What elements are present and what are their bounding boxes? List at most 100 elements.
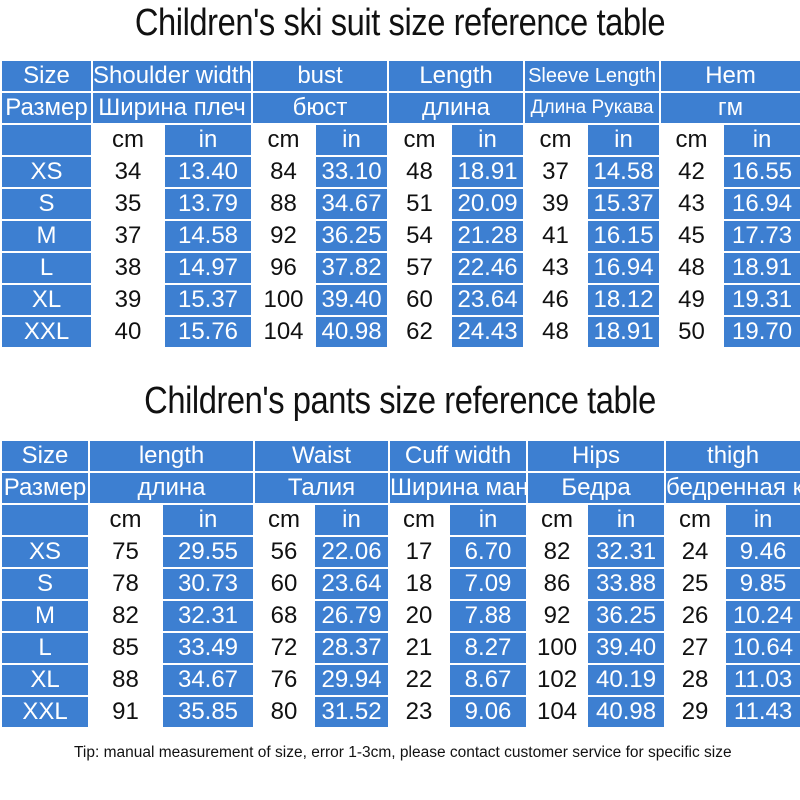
cell-in-value: 21.28 xyxy=(450,219,526,253)
cell-cm-value: 24 xyxy=(664,535,727,569)
cell-cm-value: 43 xyxy=(523,251,589,285)
cell-cm-value: 96 xyxy=(251,251,317,285)
unit-in: in xyxy=(722,123,800,157)
cell-in-value: 39.40 xyxy=(586,631,667,665)
cell-cm-value: 18 xyxy=(388,567,451,601)
cell-in-value: 40.98 xyxy=(586,695,667,729)
table-row: XL 39 15.37 100 39.40 60 23.64 46 18.12 49 19.31 xyxy=(0,283,800,317)
cell-in-value: 37.82 xyxy=(314,251,390,285)
header-hem: Hem xyxy=(659,59,800,93)
table-row: S 35 13.79 88 34.67 51 20.09 39 15.37 43 16.94 xyxy=(0,187,800,221)
size-label: XL xyxy=(0,663,90,697)
cell-in-value: 16.94 xyxy=(722,187,800,221)
ski-suit-size-table: Size Shoulder width bust Length Sleeve L… xyxy=(0,59,800,349)
cell-in-value: 29.94 xyxy=(313,663,391,697)
table-row: XS 75 29.55 56 22.06 17 6.70 82 32.31 24 9.46 xyxy=(0,535,800,569)
cell-in-value: 7.88 xyxy=(448,599,529,633)
cell-cm-value: 45 xyxy=(659,219,725,253)
size-label: XXL xyxy=(0,695,90,729)
cell-in-value: 33.10 xyxy=(314,155,390,189)
header-length: length xyxy=(87,439,256,473)
cell-in-value: 9.85 xyxy=(724,567,800,601)
unit-cm: cm xyxy=(664,503,727,537)
cell-in-value: 14.97 xyxy=(162,251,254,285)
cell-in-value: 24.43 xyxy=(450,315,526,349)
table-row: L 85 33.49 72 28.37 21 8.27 100 39.40 27 10.64 xyxy=(0,631,800,665)
table-row: M 82 32.31 68 26.79 20 7.88 92 36.25 26 10.24 xyxy=(0,599,800,633)
cell-cm-value: 60 xyxy=(253,567,316,601)
cell-in-value: 34.67 xyxy=(314,187,390,221)
cell-in-value: 14.58 xyxy=(162,219,254,253)
cell-in-value: 23.64 xyxy=(450,283,526,317)
cell-in-value: 19.70 xyxy=(722,315,800,349)
header-sleeve-length-ru: Длина Рукава xyxy=(523,91,662,125)
size-label: L xyxy=(0,251,93,285)
size-label: S xyxy=(0,187,93,221)
cell-in-value: 18.91 xyxy=(450,155,526,189)
header-size-ru: Размер xyxy=(0,471,90,505)
header-hips-ru: Бедра xyxy=(526,471,667,505)
cell-in-value: 36.25 xyxy=(586,599,667,633)
header-row-russian: Размер Ширина плеч бюст длина Длина Рука… xyxy=(0,91,800,125)
cell-cm-value: 37 xyxy=(91,219,165,253)
cell-cm-value: 60 xyxy=(387,283,453,317)
header-size: Size xyxy=(0,59,93,93)
cell-in-value: 15.37 xyxy=(162,283,254,317)
cell-cm-value: 85 xyxy=(88,631,163,665)
header-shoulder-width: Shoulder width xyxy=(90,59,254,93)
unit-in: in xyxy=(314,123,390,157)
cell-cm-value: 86 xyxy=(526,567,589,601)
table-row: XL 88 34.67 76 29.94 22 8.67 102 40.19 28 11.03 xyxy=(0,663,800,697)
size-label: M xyxy=(0,219,93,253)
cell-in-value: 18.12 xyxy=(586,283,662,317)
cell-cm-value: 84 xyxy=(251,155,317,189)
cell-cm-value: 100 xyxy=(251,283,317,317)
pants-size-table: Size length Waist Cuff width Hips thigh … xyxy=(0,439,800,729)
cell-cm-value: 92 xyxy=(526,599,589,633)
header-waist: Waist xyxy=(253,439,391,473)
cell-cm-value: 40 xyxy=(91,315,165,349)
cell-cm-value: 88 xyxy=(251,187,317,221)
pants-table-title: Children's pants size reference table xyxy=(144,380,656,422)
cell-in-value: 23.64 xyxy=(313,567,391,601)
table-row: XS 34 13.40 84 33.10 48 18.91 37 14.58 42 16.55 xyxy=(0,155,800,189)
cell-cm-value: 34 xyxy=(91,155,165,189)
unit-cm: cm xyxy=(88,503,163,537)
unit-cm: cm xyxy=(659,123,725,157)
unit-in: in xyxy=(162,123,254,157)
cell-cm-value: 80 xyxy=(253,695,316,729)
cell-in-value: 17.73 xyxy=(722,219,800,253)
cell-cm-value: 49 xyxy=(659,283,725,317)
cell-in-value: 19.31 xyxy=(722,283,800,317)
unit-in: in xyxy=(724,503,800,537)
cell-cm-value: 72 xyxy=(253,631,316,665)
cell-in-value: 40.98 xyxy=(314,315,390,349)
header-size: Size xyxy=(0,439,90,473)
cell-in-value: 33.88 xyxy=(586,567,667,601)
cell-in-value: 8.27 xyxy=(448,631,529,665)
cell-cm-value: 42 xyxy=(659,155,725,189)
ski-suit-table-body: XS 34 13.40 84 33.10 48 18.91 37 14.58 42 16.55 S 35… xyxy=(0,155,800,349)
unit-cm: cm xyxy=(387,123,453,157)
cell-cm-value: 78 xyxy=(88,567,163,601)
unit-cm: cm xyxy=(91,123,165,157)
cell-cm-value: 23 xyxy=(388,695,451,729)
cell-cm-value: 57 xyxy=(387,251,453,285)
unit-in: in xyxy=(448,503,529,537)
cell-cm-value: 35 xyxy=(91,187,165,221)
unit-in: in xyxy=(313,503,391,537)
cell-cm-value: 104 xyxy=(526,695,589,729)
cell-cm-value: 20 xyxy=(388,599,451,633)
cell-cm-value: 62 xyxy=(387,315,453,349)
cell-cm-value: 39 xyxy=(523,187,589,221)
cell-cm-value: 100 xyxy=(526,631,589,665)
header-thigh: thigh xyxy=(664,439,800,473)
cell-in-value: 9.06 xyxy=(448,695,529,729)
cell-in-value: 32.31 xyxy=(586,535,667,569)
unit-blank xyxy=(0,503,90,537)
cell-in-value: 8.67 xyxy=(448,663,529,697)
cell-in-value: 28.37 xyxy=(313,631,391,665)
cell-cm-value: 48 xyxy=(659,251,725,285)
unit-in: in xyxy=(586,123,662,157)
cell-cm-value: 26 xyxy=(664,599,727,633)
